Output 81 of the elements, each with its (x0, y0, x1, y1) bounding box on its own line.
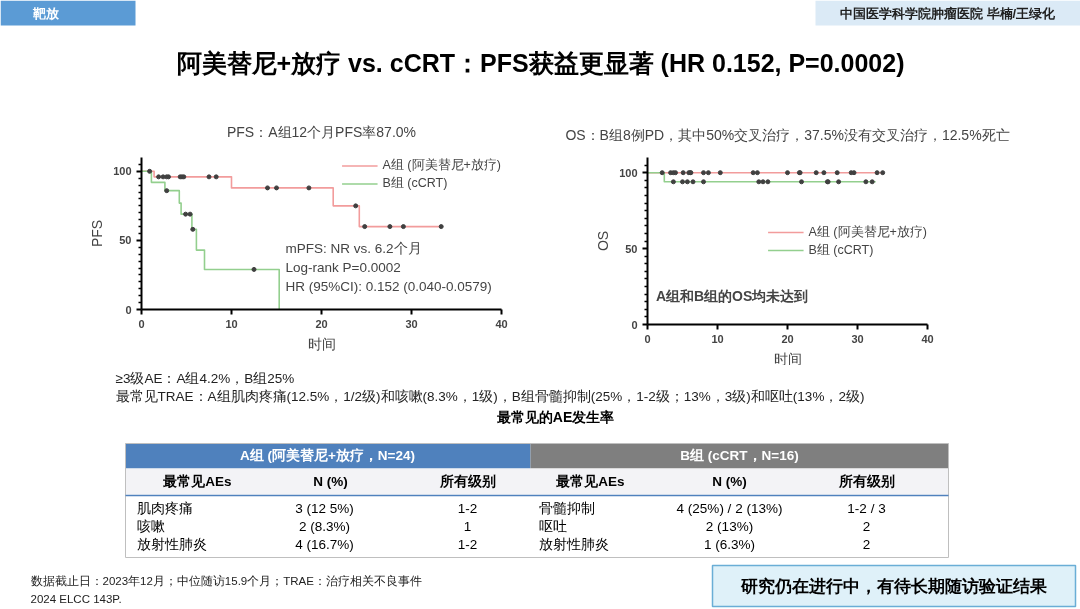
annotation: Log-rank P=0.0002 (285, 260, 401, 276)
text: N (%) (712, 474, 747, 489)
annotation: A组和B组的OS均未达到 (655, 288, 809, 305)
text: N (%) (313, 474, 348, 489)
text: 呕吐 (538, 518, 567, 534)
point (183, 211, 189, 217)
point (274, 185, 279, 191)
y-tick-label: 50 (119, 234, 132, 247)
x-tick-label: 10 (711, 332, 724, 345)
annotation: HR (95%CI): 0.152 (0.040-0.0579) (285, 279, 492, 295)
text: 最常见的AE发生率 (495, 408, 615, 425)
text: 研究仍在进行中，有待长期随访验证结果 (739, 577, 1048, 596)
y-tick-label: 100 (619, 166, 638, 179)
text: 阿美替尼+放疗 vs. cCRT：PFS获益更显著 (HR 0.152, P=0.0002) (176, 48, 905, 77)
text: 放射性肺炎 (538, 537, 609, 552)
text: 肌肉疼痛 (136, 501, 193, 516)
y-tick-label: 100 (113, 165, 132, 178)
x-tick-label: 30 (851, 332, 864, 345)
text: 2024 ELCC 143P. (30, 592, 122, 605)
text: A组 (阿美替尼+放疗，N=24) (239, 447, 416, 463)
legend-label: B组 (cCRT) (808, 241, 874, 258)
x-tick-label: 0 (138, 317, 145, 330)
point (387, 224, 393, 230)
y-tick-label: 50 (625, 242, 638, 255)
text: B组 (cCRT，N=16) (680, 448, 799, 463)
y-axis-title: PFS (89, 219, 106, 248)
point (400, 224, 406, 230)
text: 3 (12 5%) (295, 501, 354, 516)
x-tick-label: 40 (921, 332, 934, 345)
x-tick-label: 0 (644, 332, 651, 345)
legend-label: A组 (阿美替尼+放疗) (808, 223, 927, 240)
x-axis-title: 时间 (307, 335, 336, 352)
x-tick-label: 20 (315, 317, 328, 330)
chart-title: OS：B组8例PD，其中50%交叉治疗，37.5%没有交叉治疗，12.5%死亡 (565, 126, 1010, 143)
legend-label: B组 (cCRT) (382, 175, 448, 192)
x-tick-label: 10 (225, 317, 238, 330)
text: 最常见AEs (555, 474, 625, 489)
text: 1 (463, 518, 472, 534)
point (147, 168, 153, 174)
text: 所有级别 (837, 474, 895, 489)
point (306, 185, 312, 191)
text: 靶放 (31, 6, 60, 21)
point (213, 174, 219, 180)
text: 1 (6.3%) (703, 537, 756, 552)
text: 最常见TRAE：A组肌肉疼痛(12.5%，1/2级)和咳嗽(8.3%，1级)，B组骨髓抑制(25%，1-2级；13%，3级)和呕吐(13%，2级) (115, 389, 865, 404)
text: 2 (862, 518, 871, 534)
text: 2 (8.3%) (298, 518, 351, 534)
text: 4 (16.7%) (295, 537, 354, 552)
point (206, 174, 212, 180)
point (438, 224, 444, 230)
point (164, 188, 170, 194)
text: 2 (13%) (705, 518, 754, 534)
point (353, 203, 359, 209)
text: 4 (25%) / 2 (13%) (676, 501, 783, 516)
y-axis-title: OS (595, 230, 612, 252)
point (265, 185, 270, 191)
chart-title: PFS：A组12个月PFS率87.0% (226, 123, 417, 140)
text: 数据截止日：2023年12月；中位随访15.9个月；TRAE：治疗相关不良事件 (30, 573, 422, 587)
point (362, 224, 368, 230)
text: 最常见AEs (162, 474, 232, 489)
text: 所有级别 (438, 474, 496, 489)
point (251, 266, 257, 272)
x-tick-label: 40 (495, 317, 508, 330)
text: 咳嗽 (136, 518, 165, 534)
y-tick-label: 0 (125, 303, 132, 316)
text: 放射性肺炎 (136, 537, 207, 552)
x-tick-label: 30 (405, 317, 418, 330)
text: 1-2 / 3 (847, 501, 886, 516)
legend-label: A组 (阿美替尼+放疗) (382, 157, 501, 174)
text: ≥3级AE：A组4.2%，B组25% (115, 371, 295, 386)
annotation: mPFS: NR vs. 6.2个月 (285, 241, 422, 257)
x-axis-title: 时间 (773, 350, 802, 367)
point (187, 211, 193, 217)
point (156, 174, 162, 180)
text: 1-2 (457, 501, 478, 516)
point (190, 226, 196, 232)
text: 中国医学科学院肿瘤医院 毕楠/王绿化 (839, 6, 1057, 21)
text: 骨髓抑制 (538, 501, 595, 516)
text: 2 (862, 537, 871, 552)
text: 1-2 (457, 537, 478, 552)
x-tick-label: 20 (781, 332, 794, 345)
